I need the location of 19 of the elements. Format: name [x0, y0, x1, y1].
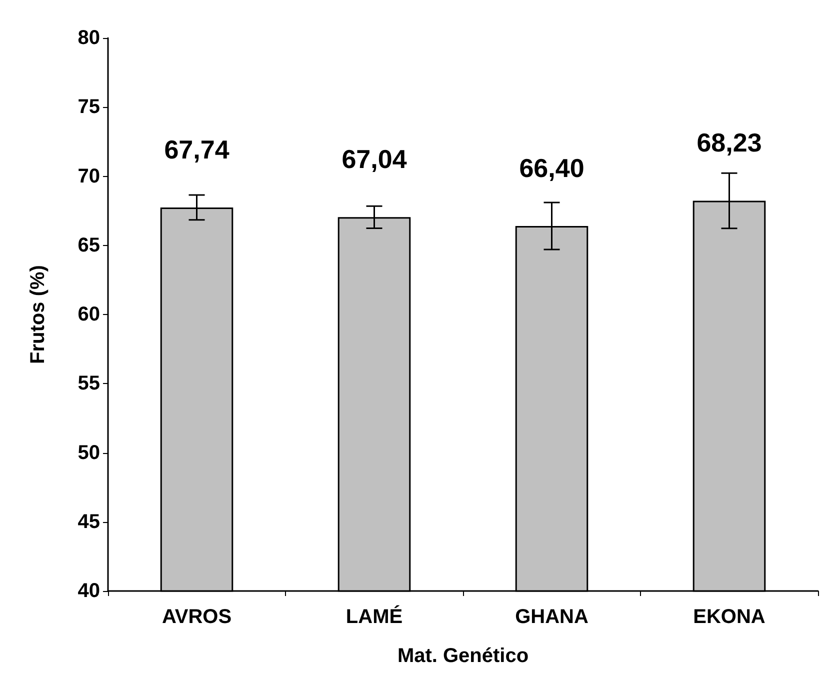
- x-axis-title: Mat. Genético: [397, 645, 529, 667]
- y-tick-label: 75: [78, 96, 100, 118]
- data-label: 66,40: [519, 153, 584, 184]
- data-label: 67,04: [342, 144, 408, 174]
- data-label: 68,23: [696, 128, 762, 158]
- x-tick-label: LAMÉ: [346, 605, 403, 628]
- x-tick-label: AVROS: [162, 606, 232, 628]
- y-tick-label: 40: [78, 580, 100, 602]
- y-tick-label: 50: [78, 442, 100, 464]
- x-tick-label: GHANA: [515, 606, 588, 628]
- y-tick-label: 45: [78, 510, 100, 533]
- data-label: 67,74: [164, 134, 230, 164]
- y-axis-title: Frutos (%): [27, 265, 49, 364]
- y-tick-label: 70: [78, 165, 100, 188]
- y-tick-label: 60: [78, 304, 100, 326]
- y-tick-label: 65: [78, 234, 100, 256]
- y-tick-label: 80: [78, 27, 100, 49]
- x-tick-label: EKONA: [693, 606, 766, 628]
- y-tick-label: 55: [78, 372, 100, 395]
